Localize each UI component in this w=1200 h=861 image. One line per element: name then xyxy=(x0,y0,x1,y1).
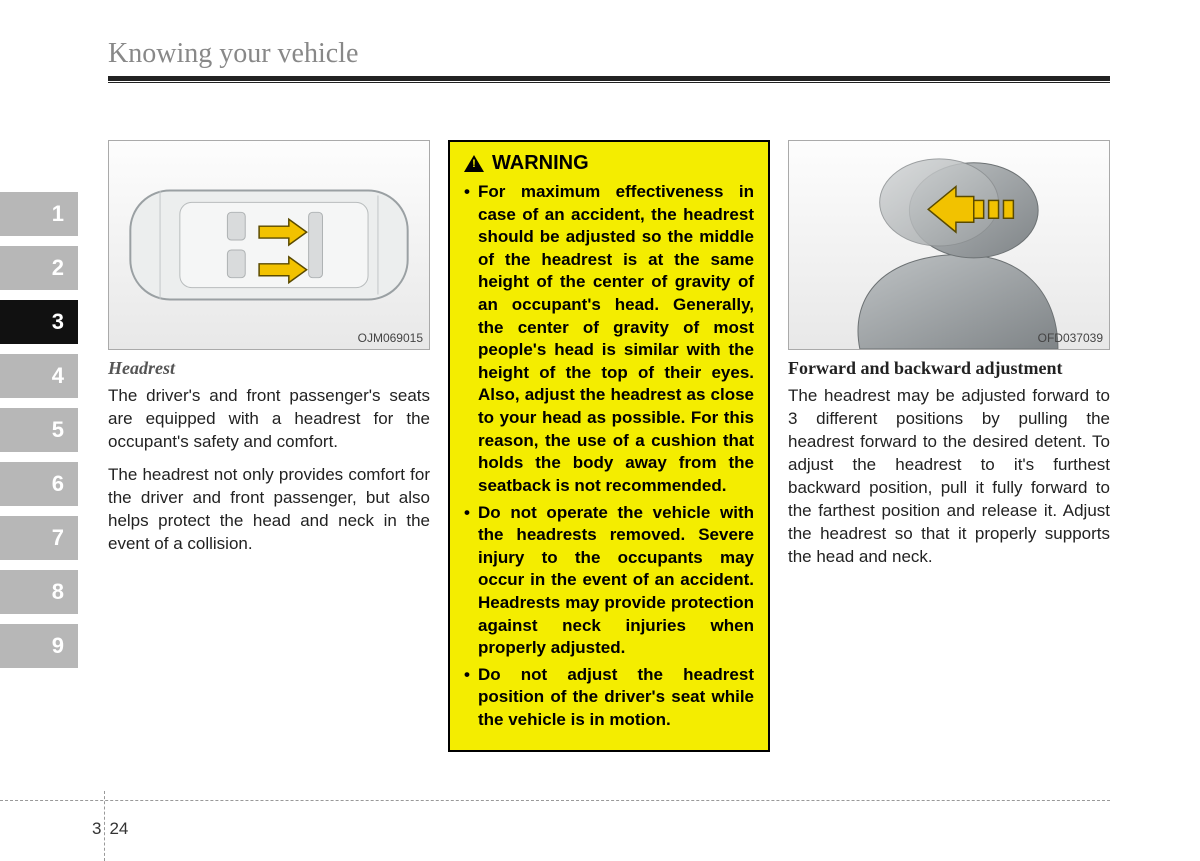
car-top-illustration xyxy=(109,141,429,349)
page-header: Knowing your vehicle xyxy=(108,38,1110,83)
page-in-chapter: 24 xyxy=(109,819,128,839)
section-title: Knowing your vehicle xyxy=(108,38,1110,76)
warning-box: WARNING For maximum effectiveness in cas… xyxy=(448,140,770,752)
figure-label: OJM069015 xyxy=(358,331,423,345)
content-columns: OJM069015 Headrest The driver's and fron… xyxy=(108,140,1110,752)
warning-bullet: Do not operate the vehicle with the head… xyxy=(464,502,754,660)
figure-car-top: OJM069015 xyxy=(108,140,430,350)
chapter-tabs: 1 2 3 4 5 6 7 8 9 xyxy=(0,192,78,678)
chapter-tab-7[interactable]: 7 xyxy=(0,516,78,560)
headrest-illustration xyxy=(789,141,1109,349)
chapter-tab-9[interactable]: 9 xyxy=(0,624,78,668)
warning-title-text: WARNING xyxy=(492,152,589,175)
warning-bullet: For maximum effectiveness in case of an … xyxy=(464,181,754,498)
chapter-tab-8[interactable]: 8 xyxy=(0,570,78,614)
column-left: OJM069015 Headrest The driver's and fron… xyxy=(108,140,430,752)
column-right: OFD037039 Forward and backward adjustmen… xyxy=(788,140,1110,752)
chapter-tab-5[interactable]: 5 xyxy=(0,408,78,452)
chapter-tab-3[interactable]: 3 xyxy=(0,300,78,344)
warning-list: For maximum effectiveness in case of an … xyxy=(464,181,754,732)
chapter-number: 3 xyxy=(92,819,101,839)
rule-thin xyxy=(108,82,1110,83)
chapter-tab-4[interactable]: 4 xyxy=(0,354,78,398)
warning-title-row: WARNING xyxy=(464,152,754,175)
rule-thick xyxy=(108,76,1110,81)
warning-triangle-icon xyxy=(464,155,484,172)
heading-fwd-back: Forward and backward adjustment xyxy=(788,358,1110,379)
para-headrest-2: The headrest not only provides comfort f… xyxy=(108,464,430,556)
figure-headrest-seat: OFD037039 xyxy=(788,140,1110,350)
warning-bullet: Do not adjust the headrest position of t… xyxy=(464,664,754,732)
footer-rule xyxy=(0,800,1110,801)
heading-headrest: Headrest xyxy=(108,358,430,379)
page-number: 3 24 xyxy=(92,819,128,839)
para-fwd-back: The headrest may be adjusted forward to … xyxy=(788,385,1110,569)
column-middle: WARNING For maximum effectiveness in cas… xyxy=(448,140,770,752)
chapter-tab-2[interactable]: 2 xyxy=(0,246,78,290)
figure-label: OFD037039 xyxy=(1038,331,1103,345)
para-headrest-1: The driver's and front passenger's seats… xyxy=(108,385,430,454)
chapter-tab-6[interactable]: 6 xyxy=(0,462,78,506)
chapter-tab-1[interactable]: 1 xyxy=(0,192,78,236)
